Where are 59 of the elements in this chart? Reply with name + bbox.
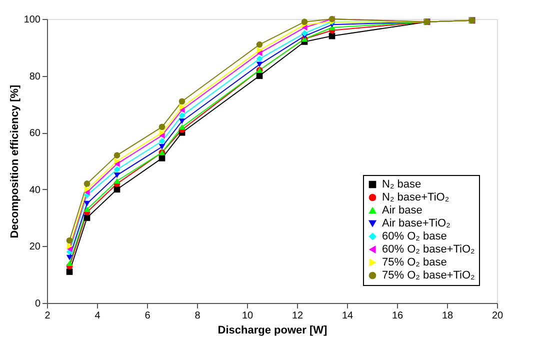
x-tick-label: 12 (292, 310, 304, 322)
x-tick-label: 4 (94, 310, 101, 322)
point (256, 62, 263, 68)
x-tick-label: 6 (144, 310, 151, 322)
point (158, 155, 166, 162)
point (256, 41, 263, 48)
point (66, 243, 72, 250)
y-tick-label: 100 (24, 14, 41, 26)
x-tick-label: 20 (492, 310, 504, 322)
point (179, 104, 185, 110)
point (114, 186, 120, 193)
y-tick-label: 20 (29, 242, 41, 253)
point (158, 124, 166, 130)
y-axis-title: Decomposition efficiency [%] (8, 84, 21, 238)
legend-label: 60% O₂ base+TiO₂ (382, 244, 475, 256)
x-tick-label: 8 (194, 310, 201, 322)
legend-label: Air base+TiO₂ (382, 218, 450, 230)
point (178, 118, 186, 124)
legend-label: N₂ base (382, 178, 422, 190)
point (256, 47, 262, 54)
y-tick-label: 0 (34, 298, 41, 310)
point (158, 144, 166, 150)
point (178, 124, 186, 130)
point (114, 158, 120, 164)
point (256, 72, 263, 79)
point (114, 166, 120, 173)
point (256, 56, 263, 62)
point (178, 98, 186, 105)
point (114, 172, 120, 178)
point (84, 214, 90, 221)
point (66, 237, 73, 244)
legend-label: 75% O₂ base+TiO₂ (382, 270, 475, 282)
point (84, 186, 90, 193)
x-axis-title: Discharge power [W] (218, 324, 328, 336)
point (114, 152, 120, 158)
x-tick-label: 16 (392, 310, 404, 322)
point (159, 129, 165, 136)
x-tick-label: 18 (442, 310, 454, 322)
legend-label: Air base (382, 204, 422, 216)
point (158, 138, 166, 144)
point (66, 268, 73, 275)
x-tick-label: 14 (342, 310, 354, 322)
legend-label: 75% O₂ base (382, 256, 447, 268)
point (84, 180, 90, 187)
x-tick-label: 2 (44, 310, 51, 322)
legend-label: N₂ base+TiO₂ (382, 192, 450, 204)
y-tick-label: 80 (29, 71, 41, 82)
point (114, 178, 120, 184)
y-tick-label: 60 (29, 128, 41, 140)
point (84, 200, 90, 206)
point (66, 260, 73, 266)
point (301, 30, 308, 36)
y-tick-label: 40 (29, 184, 41, 196)
x-tick-label: 10 (242, 310, 254, 322)
point (301, 18, 308, 25)
point (84, 206, 90, 212)
legend-label: 60% O₂ base (382, 230, 447, 242)
point (178, 112, 186, 119)
point (66, 254, 73, 260)
